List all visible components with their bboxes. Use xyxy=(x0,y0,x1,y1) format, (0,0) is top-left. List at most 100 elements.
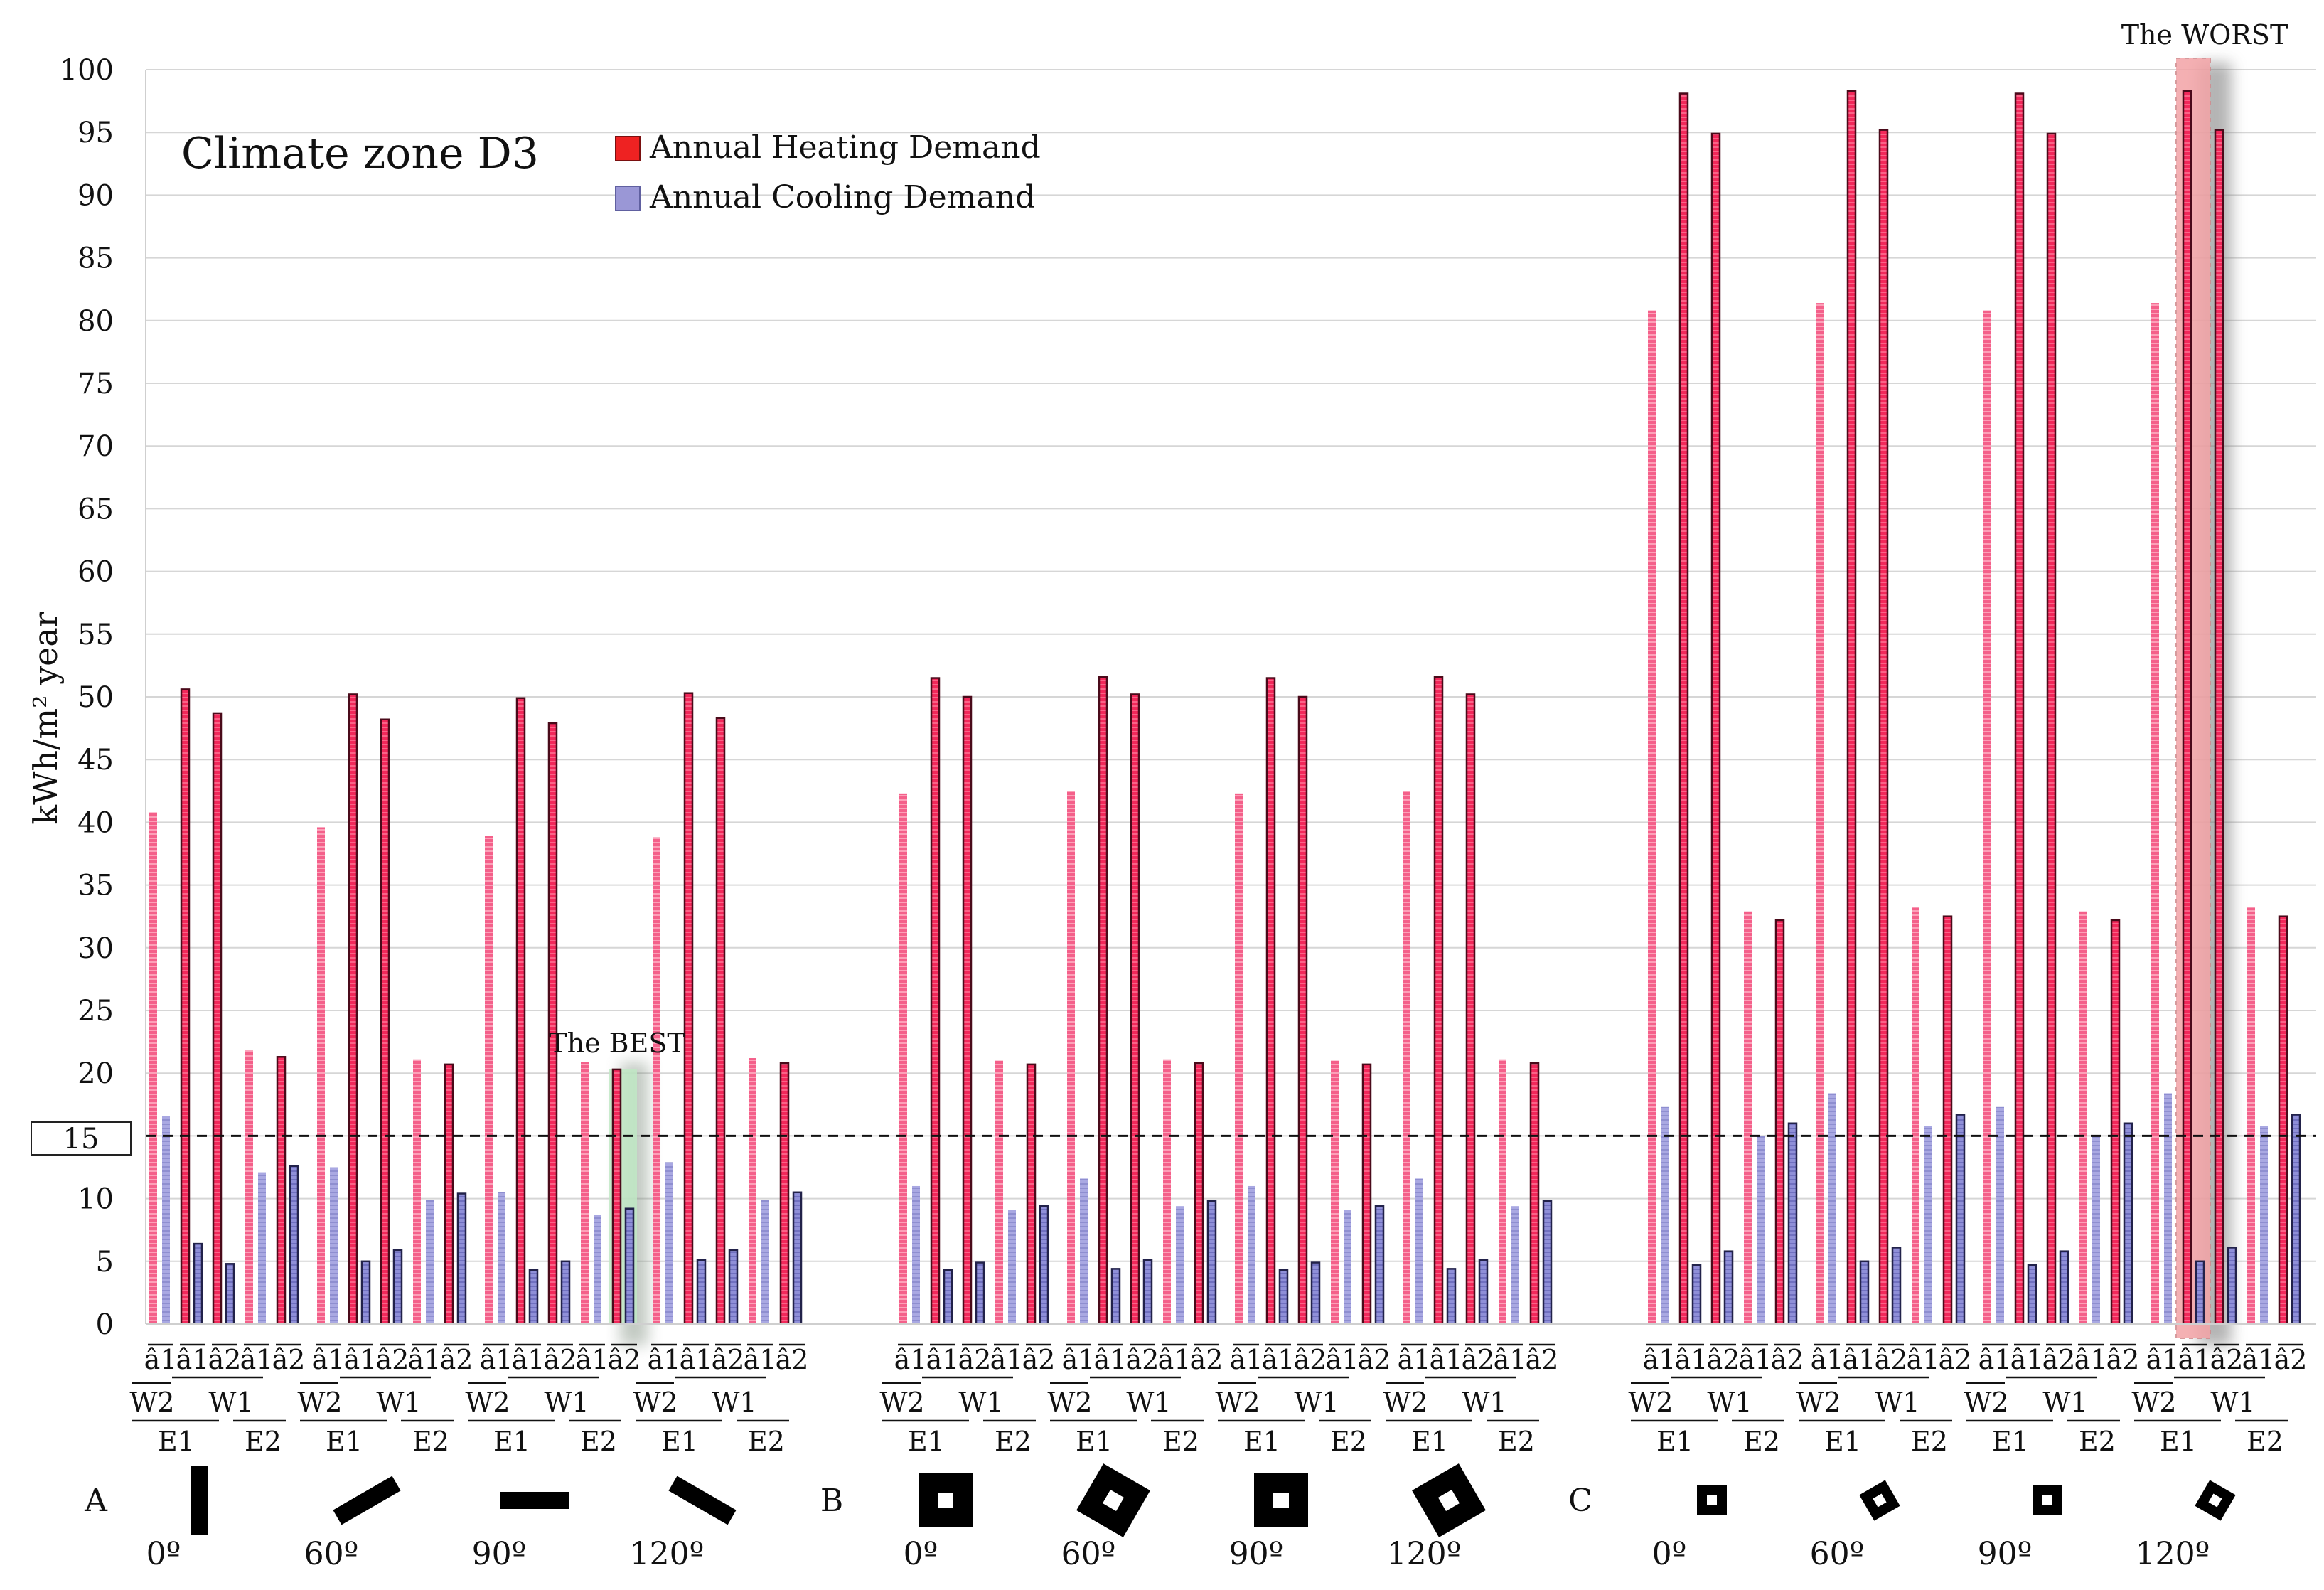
x-sublabel: â2 xyxy=(544,1344,577,1375)
cooling-bar xyxy=(2227,1247,2237,1325)
x-label-e2: E2 xyxy=(412,1426,449,1457)
cooling-bar xyxy=(528,1269,539,1325)
heating-bar xyxy=(1529,1062,1540,1325)
y-tick-label: 20 xyxy=(77,1057,114,1090)
heating-bar xyxy=(276,1056,287,1325)
cooling-bar xyxy=(1344,1210,1351,1324)
group-label: A xyxy=(84,1483,108,1519)
legend-label-heating: Annual Heating Demand xyxy=(649,129,1041,166)
x-label-w1: W1 xyxy=(1875,1387,1919,1418)
orientation-label: 0º xyxy=(146,1536,181,1572)
x-label-e1: E1 xyxy=(661,1426,698,1457)
cooling-bar xyxy=(1142,1259,1153,1325)
cooling-bar xyxy=(1110,1268,1121,1325)
heating-bar xyxy=(547,722,558,1325)
cooling-bar xyxy=(1206,1200,1217,1325)
x-sublabel: â2 xyxy=(376,1344,409,1375)
bars xyxy=(149,90,2301,1325)
x-sublabel: â1 xyxy=(312,1344,346,1375)
heating-bar xyxy=(899,793,907,1324)
orientation-label: 90º xyxy=(472,1536,527,1572)
x-label-e2: E2 xyxy=(1498,1426,1535,1457)
heating-bar xyxy=(485,836,493,1324)
x-label-e1: E1 xyxy=(326,1426,363,1457)
x-label-e1: E1 xyxy=(493,1426,530,1457)
y-tick-label: 30 xyxy=(77,932,114,965)
cooling-bar xyxy=(1478,1259,1489,1325)
x-label-e1: E1 xyxy=(908,1426,945,1457)
cooling-bar xyxy=(696,1259,707,1325)
cooling-bar xyxy=(1008,1210,1016,1324)
x-sublabel: â1 xyxy=(240,1344,274,1375)
heating-bar xyxy=(1067,791,1075,1324)
cooling-bar xyxy=(1542,1200,1553,1325)
heating-bar xyxy=(1163,1059,1171,1324)
x-label-e2: E2 xyxy=(1743,1426,1780,1457)
x-label-w2: W2 xyxy=(129,1387,174,1418)
cooling-bar xyxy=(1924,1126,1932,1324)
x-sublabel: â1 xyxy=(576,1344,609,1375)
x-sublabel: â1 xyxy=(1158,1344,1192,1375)
y-tick-label: 75 xyxy=(77,368,114,400)
heating-bar xyxy=(779,1062,790,1325)
x-label-w2: W2 xyxy=(633,1387,678,1418)
x-sublabel: â1 xyxy=(1230,1344,1263,1375)
cooling-bar xyxy=(728,1249,739,1325)
legend-label-cooling: Annual Cooling Demand xyxy=(649,179,1035,215)
cooling-bar xyxy=(258,1172,266,1324)
cooling-bar xyxy=(912,1185,920,1324)
y-tick-label: 0 xyxy=(96,1308,114,1341)
x-sublabel: â2 xyxy=(1462,1344,1495,1375)
x-sublabel: â1 xyxy=(1675,1344,1708,1375)
cooling-bar xyxy=(975,1261,985,1325)
x-sublabel: â1 xyxy=(1262,1344,1295,1375)
y-tick-label: 35 xyxy=(77,870,114,902)
group-label: B xyxy=(820,1483,843,1519)
x-sublabel: â1 xyxy=(344,1344,377,1375)
x-label-e2: E2 xyxy=(245,1426,282,1457)
x-label-e2: E2 xyxy=(2079,1426,2116,1457)
heating-bar xyxy=(1130,693,1140,1325)
x-sublabel: â2 xyxy=(440,1344,473,1375)
x-label-e1: E1 xyxy=(1076,1426,1113,1457)
x-sublabel: â2 xyxy=(208,1344,242,1375)
building-shape-icon xyxy=(2195,1480,2236,1521)
heating-bar xyxy=(317,827,325,1324)
cooling-bar xyxy=(665,1162,673,1324)
threshold-label-box: 15 xyxy=(31,1121,132,1156)
x-label-w1: W1 xyxy=(544,1387,589,1418)
y-tick-label: 60 xyxy=(77,556,114,589)
x-label-w2: W2 xyxy=(465,1387,510,1418)
cooling-bar xyxy=(560,1260,571,1325)
x-sublabel: â1 xyxy=(1326,1344,1359,1375)
cooling-bar xyxy=(2092,1136,2100,1324)
x-label-e1: E1 xyxy=(1411,1426,1448,1457)
cooling-bar xyxy=(2260,1126,2268,1324)
cooling-bar xyxy=(162,1116,170,1324)
cooling-bar xyxy=(1891,1247,1902,1325)
heating-bar xyxy=(1433,676,1444,1325)
heating-bar xyxy=(1983,310,1991,1324)
x-label-e2: E2 xyxy=(2247,1426,2283,1457)
y-tick-label: 40 xyxy=(77,806,114,839)
heating-bar xyxy=(749,1058,756,1324)
cooling-bar xyxy=(1511,1206,1519,1324)
heating-bar xyxy=(1744,911,1752,1324)
cooling-bar xyxy=(360,1260,371,1325)
x-sublabel: â1 xyxy=(1094,1344,1128,1375)
heating-bar xyxy=(515,697,526,1325)
x-sublabel: â2 xyxy=(1294,1344,1327,1375)
heating-bar xyxy=(1678,92,1689,1325)
y-tick-label: 55 xyxy=(77,619,114,651)
heating-bar xyxy=(180,688,191,1325)
orientation-label: 60º xyxy=(1061,1536,1116,1572)
heating-bar xyxy=(2079,911,2087,1324)
heating-bar xyxy=(1026,1063,1037,1325)
y-tick-label: 90 xyxy=(77,179,114,212)
heating-bar xyxy=(1878,129,1889,1325)
x-sublabel: â2 xyxy=(1022,1344,1056,1375)
heating-bar xyxy=(1235,793,1243,1324)
x-sublabel: â1 xyxy=(648,1344,681,1375)
